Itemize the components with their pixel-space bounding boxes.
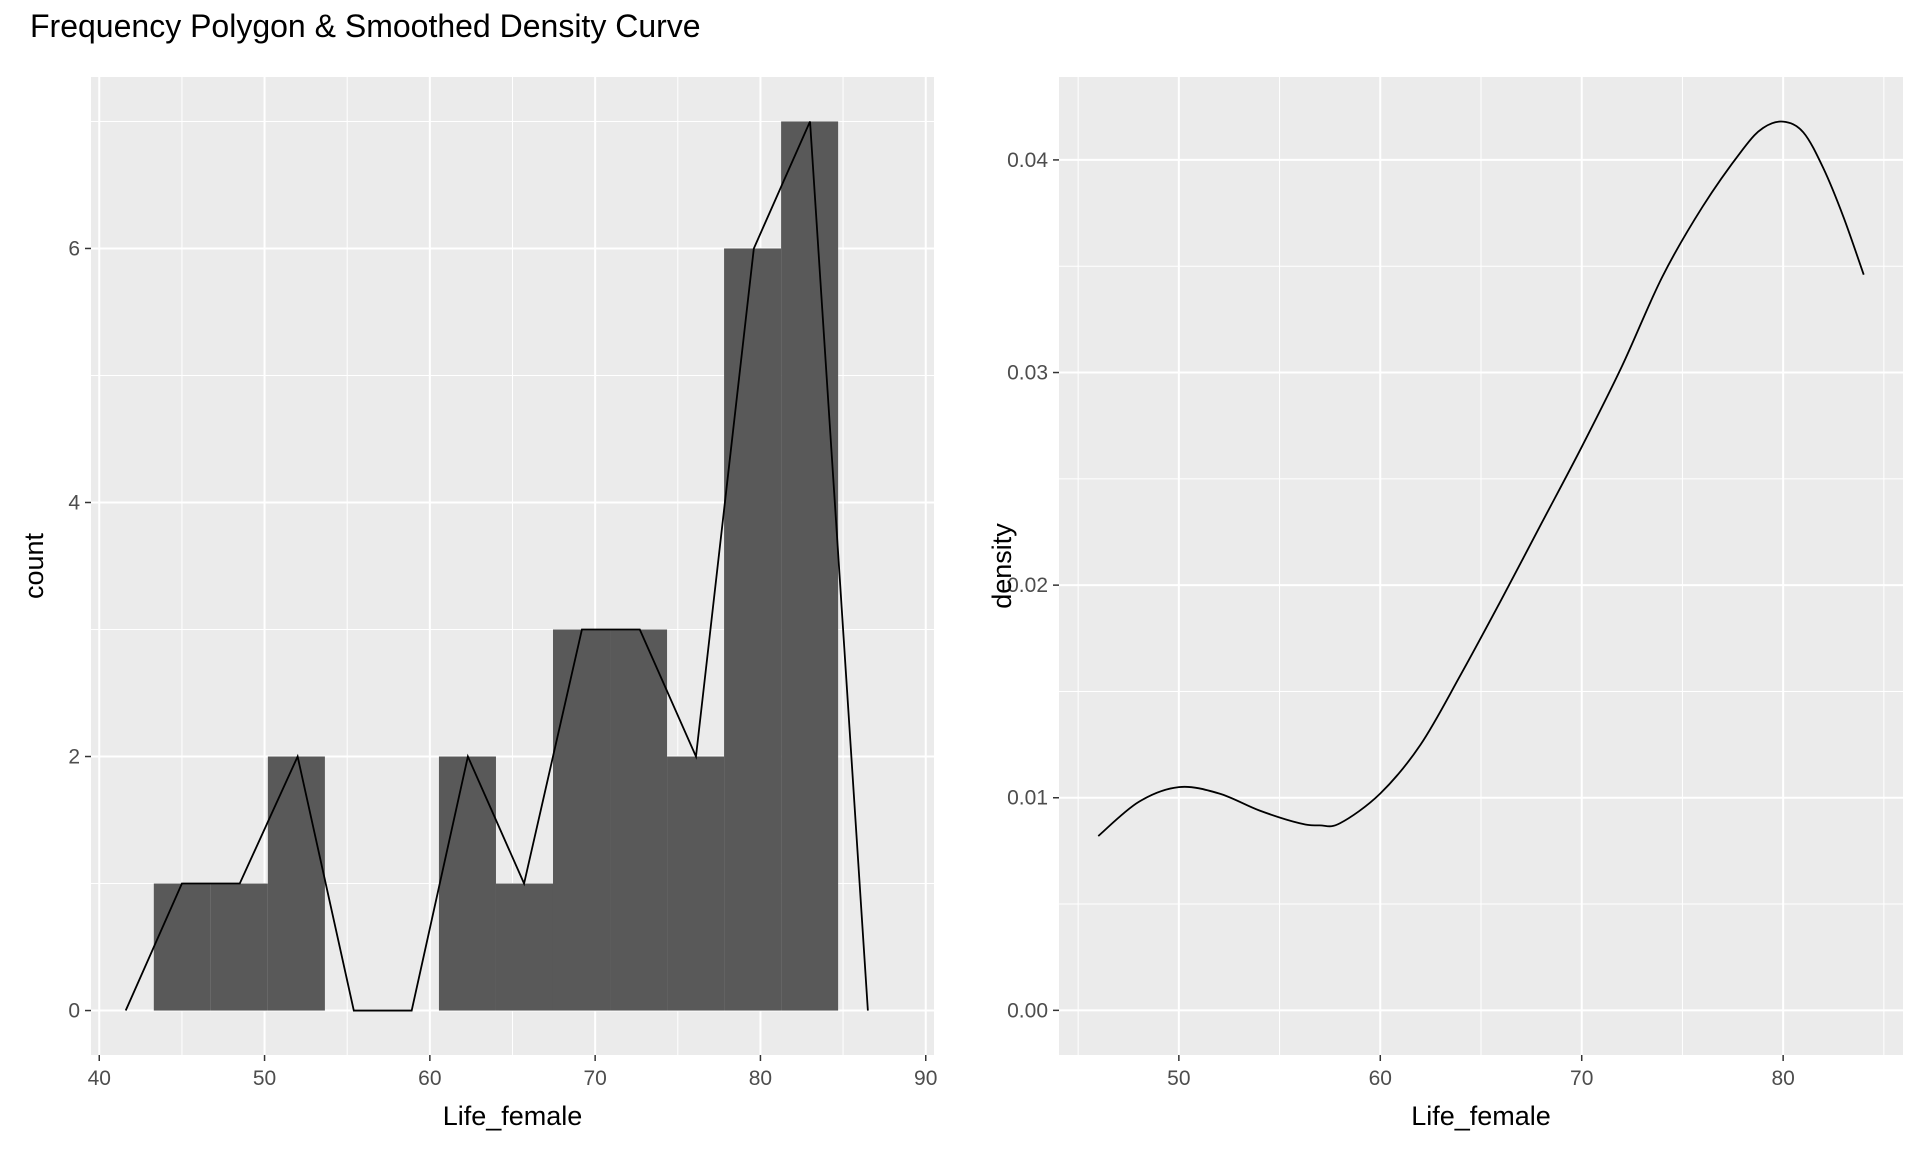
x-tick-label: 60 — [1369, 1067, 1392, 1090]
x-axis-label: Life_female — [1411, 1101, 1551, 1131]
histogram-bar — [552, 629, 611, 1011]
y-tick-label: 6 — [68, 237, 80, 260]
x-tick-label: 80 — [1771, 1067, 1794, 1090]
x-tick-label: 70 — [1570, 1067, 1593, 1090]
x-tick-label: 60 — [418, 1067, 441, 1090]
y-tick-label: 0 — [68, 1000, 80, 1023]
x-tick-label: 50 — [253, 1067, 276, 1090]
y-axis-label: density — [987, 523, 1017, 609]
density-panel: 50 60 70 80 0.00 0.01 0.02 0.03 0.04 Life_female d… — [987, 77, 1903, 1131]
x-tick-label: 40 — [88, 1067, 111, 1090]
histogram-bar — [438, 756, 496, 1011]
histogram-bar — [267, 756, 325, 1011]
histogram-bar — [724, 248, 782, 1011]
frequency-polygon-line — [124, 121, 869, 1012]
x-tick-label: 50 — [1167, 1067, 1190, 1090]
y-tick-label: 0.00 — [1007, 999, 1048, 1022]
x-tick-label: 70 — [583, 1067, 606, 1090]
y-tick-label: 0.04 — [1007, 149, 1048, 172]
x-axis-label: Life_female — [443, 1101, 583, 1131]
y-axis-label: count — [19, 532, 49, 599]
density-curve-line — [1097, 120, 1865, 837]
page-title: Frequency Polygon & Smoothed Density Cur… — [30, 8, 701, 44]
histogram-bar — [667, 756, 725, 1011]
histogram-bar — [610, 629, 668, 1011]
x-tick-label: 80 — [749, 1067, 772, 1090]
histogram-bar — [153, 883, 211, 1011]
y-tick-label: 4 — [68, 491, 80, 514]
y-tick-label: 0.02 — [1007, 574, 1048, 597]
histogram-bar — [781, 121, 839, 1011]
x-tick-label: 90 — [914, 1067, 937, 1090]
y-tick-label: 0.01 — [1007, 787, 1048, 810]
histogram-bar — [210, 883, 268, 1011]
histogram-panel: 40 50 60 70 80 90 0 2 4 6 Life_female count — [19, 77, 937, 1131]
y-tick-label: 0.03 — [1007, 362, 1048, 385]
y-tick-label: 2 — [68, 746, 80, 769]
histogram-bar — [495, 883, 553, 1011]
